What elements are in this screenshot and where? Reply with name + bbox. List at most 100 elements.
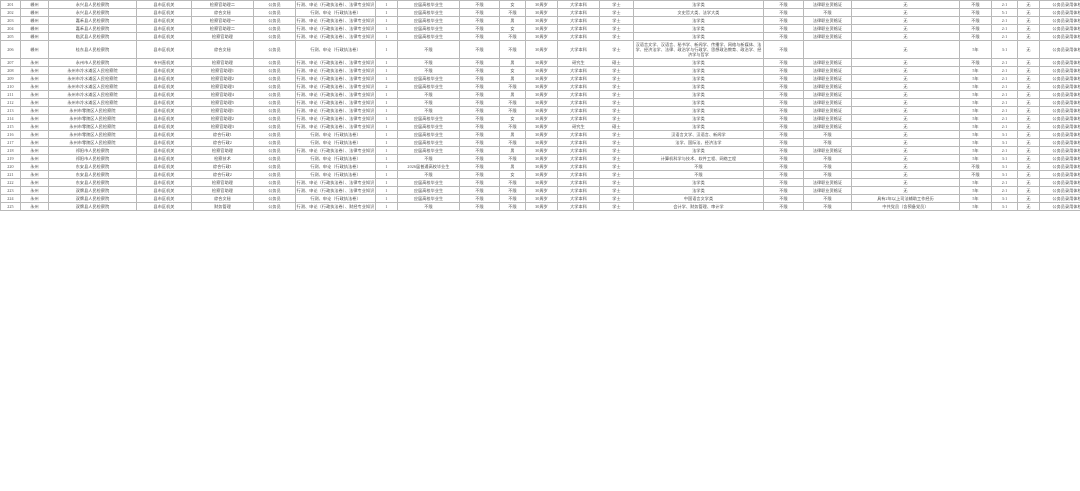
cell-degree[interactable]: 学士 — [599, 129, 634, 139]
cell-physical[interactable]: 公务员录用体检通用标准 — [1039, 177, 1080, 187]
cell-subjects[interactable]: 行测、申论（行政执法卷）、法律专业知识 — [295, 177, 376, 187]
cell-org[interactable]: 临武县人民检察院 — [48, 31, 137, 41]
cell-city[interactable]: 永州 — [20, 185, 49, 195]
cell-origin[interactable]: 不限 — [763, 39, 804, 59]
cell-org[interactable]: 永州市冷水滩区人民检察院 — [48, 73, 137, 83]
cell-education[interactable]: 大学本科 — [557, 185, 600, 195]
cell-level[interactable]: 县市区机关 — [136, 161, 192, 171]
cell-other[interactable]: 无 — [851, 177, 960, 187]
cell-origin[interactable]: 不限 — [763, 113, 804, 123]
cell-level[interactable]: 县市区机关 — [136, 0, 192, 9]
cell-interview[interactable]: 无 — [1017, 193, 1040, 203]
cell-org[interactable]: 桂东县人民检察院 — [48, 39, 137, 59]
cell-count[interactable]: 1 — [375, 137, 398, 147]
cell-city[interactable]: 永州 — [20, 145, 49, 155]
cell-other[interactable]: 无 — [851, 23, 960, 33]
cell-physical[interactable]: 公务员录用体检通用标准 — [1039, 145, 1080, 155]
cell-count[interactable]: 2 — [375, 81, 398, 91]
cell-graduate[interactable]: 不限 — [397, 97, 460, 107]
cell-org[interactable]: 永州市零陵区人民检察院 — [48, 113, 137, 123]
cell-origin[interactable]: 不限 — [763, 15, 804, 25]
cell-certificate[interactable]: 法律职业资格证 — [803, 15, 852, 25]
cell-ratio[interactable]: 3:1 — [991, 39, 1018, 59]
cell-physical[interactable]: 公务员录用体检通用标准 — [1039, 153, 1080, 163]
cell-service[interactable]: 5年 — [959, 81, 992, 91]
cell-other[interactable]: 无 — [851, 0, 960, 9]
cell-service[interactable]: 5年 — [959, 177, 992, 187]
cell-count[interactable]: 1 — [375, 7, 398, 17]
cell-org[interactable]: 东安县人民检察院 — [48, 169, 137, 179]
cell-certificate[interactable]: 不限 — [803, 129, 852, 139]
cell-major[interactable]: 法学类 — [633, 15, 764, 25]
table-row[interactable]: 216 永州 永州市零陵区人民检察院 县市区机关 综合行政1 公务员 行测、申论（行政执法卷… — [0, 129, 1080, 139]
cell-origin[interactable]: 不限 — [763, 193, 804, 203]
cell-subjects[interactable]: 行测、申论（行政执法卷）、法律专业知识 — [295, 23, 376, 33]
cell-position[interactable]: 检察官助理 — [191, 145, 254, 155]
cell-org[interactable]: 永兴县人民检察院 — [48, 0, 137, 9]
cell-education[interactable]: 大学本科 — [557, 201, 600, 211]
cell-major[interactable]: 法学类 — [633, 73, 764, 83]
cell-age[interactable]: 30周岁 — [525, 65, 558, 75]
cell-certificate[interactable]: 不限 — [803, 169, 852, 179]
cell-org[interactable]: 东安县人民检察院 — [48, 177, 137, 187]
cell-degree[interactable]: 学士 — [599, 89, 634, 99]
cell-degree[interactable]: 学士 — [599, 23, 634, 33]
cell-major[interactable]: 法学类 — [633, 121, 764, 131]
table-row[interactable]: 211 永州 永州市冷水滩区人民检察院 县市区机关 检察官助理4 公务员 行测、申论（行政执… — [0, 89, 1080, 99]
cell-count[interactable]: 1 — [375, 185, 398, 195]
cell-political[interactable]: 不限 — [459, 15, 500, 25]
cell-education[interactable]: 大学本科 — [557, 129, 600, 139]
cell-position[interactable]: 检察官助理3 — [191, 81, 254, 91]
cell-physical[interactable]: 公务员录用体检通用标准 — [1039, 193, 1080, 203]
cell-physical[interactable]: 公务员录用体检通用标准 — [1039, 97, 1080, 107]
cell-category[interactable]: 公务员 — [253, 73, 296, 83]
cell-gender[interactable]: 不限 — [499, 153, 526, 163]
cell-origin[interactable]: 不限 — [763, 201, 804, 211]
cell-city[interactable]: 永州 — [20, 73, 49, 83]
cell-political[interactable]: 不限 — [459, 185, 500, 195]
cell-degree[interactable]: 学士 — [599, 185, 634, 195]
cell-education[interactable]: 研究生 — [557, 121, 600, 131]
cell-org[interactable]: 双牌县人民检察院 — [48, 185, 137, 195]
cell-degree[interactable]: 学士 — [599, 193, 634, 203]
cell-service[interactable]: 5年 — [959, 193, 992, 203]
cell-political[interactable]: 不限 — [459, 89, 500, 99]
cell-position[interactable]: 综合文秘 — [191, 39, 254, 59]
cell-code[interactable]: 215 — [0, 121, 21, 131]
cell-age[interactable]: 30周岁 — [525, 113, 558, 123]
cell-graduate[interactable]: 不限 — [397, 39, 460, 59]
cell-origin[interactable]: 不限 — [763, 153, 804, 163]
cell-level[interactable]: 县市区机关 — [136, 65, 192, 75]
cell-category[interactable]: 公务员 — [253, 57, 296, 67]
cell-gender[interactable]: 不限 — [499, 137, 526, 147]
cell-service[interactable]: 5年 — [959, 97, 992, 107]
cell-education[interactable]: 大学本科 — [557, 161, 600, 171]
cell-graduate[interactable]: 应届高校毕业生 — [397, 113, 460, 123]
cell-level[interactable]: 县市区机关 — [136, 7, 192, 17]
cell-age[interactable]: 30周岁 — [525, 81, 558, 91]
cell-origin[interactable]: 不限 — [763, 177, 804, 187]
table-row[interactable]: 207 永州 永州市人民检察院 市州直机关 检察官助理 公务员 行测、申论（行政执法卷）、法… — [0, 57, 1080, 67]
cell-age[interactable]: 30周岁 — [525, 31, 558, 41]
cell-ratio[interactable]: 3:1 — [991, 161, 1018, 171]
cell-major[interactable]: 不限 — [633, 161, 764, 171]
cell-interview[interactable]: 无 — [1017, 169, 1040, 179]
cell-count[interactable]: 1 — [375, 161, 398, 171]
cell-degree[interactable]: 硕士 — [599, 121, 634, 131]
cell-code[interactable]: 202 — [0, 7, 21, 17]
cell-degree[interactable]: 学士 — [599, 7, 634, 17]
cell-count[interactable]: 1 — [375, 23, 398, 33]
cell-city[interactable]: 永州 — [20, 153, 49, 163]
cell-code[interactable]: 205 — [0, 31, 21, 41]
cell-code[interactable]: 225 — [0, 201, 21, 211]
cell-age[interactable]: 30周岁 — [525, 145, 558, 155]
cell-major[interactable]: 会计学、财务管理、审计学 — [633, 201, 764, 211]
cell-physical[interactable]: 公务员录用体检通用标准 — [1039, 201, 1080, 211]
cell-service[interactable]: 不限 — [959, 0, 992, 9]
cell-city[interactable]: 郴州 — [20, 31, 49, 41]
cell-gender[interactable]: 男 — [499, 129, 526, 139]
cell-code[interactable]: 221 — [0, 169, 21, 179]
cell-certificate[interactable]: 法律职业资格证 — [803, 73, 852, 83]
cell-org[interactable]: 永州市零陵区人民检察院 — [48, 137, 137, 147]
cell-gender[interactable]: 男 — [499, 145, 526, 155]
